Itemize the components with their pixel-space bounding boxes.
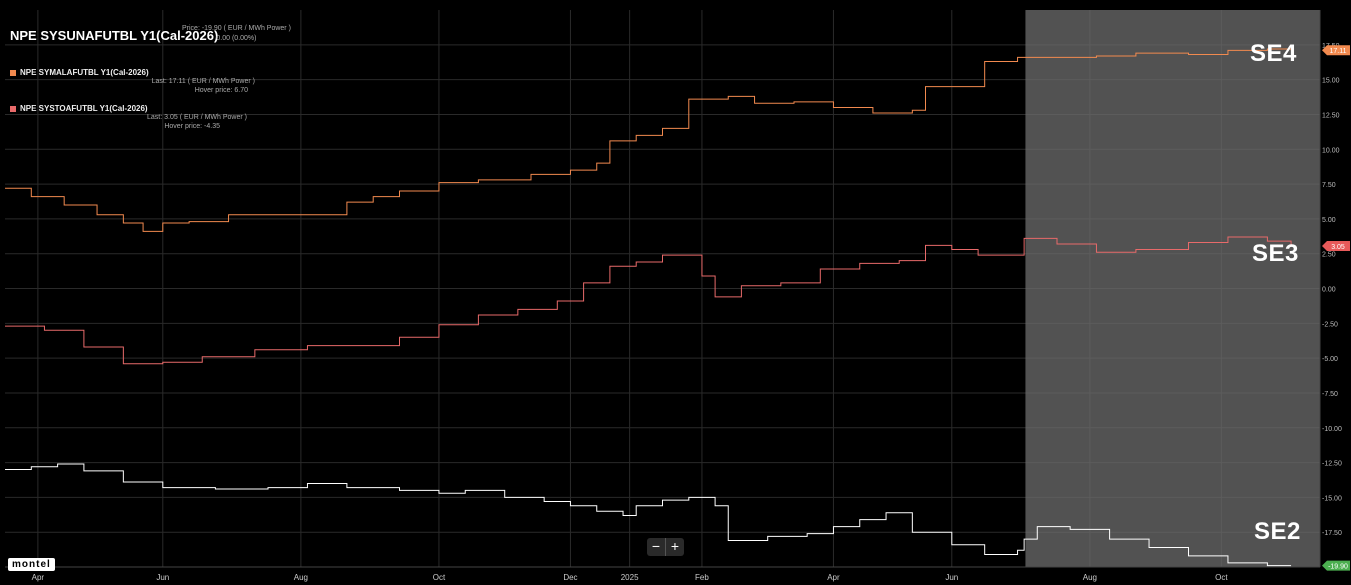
y-tick-label: -2.50 [1322,321,1338,328]
forecast-shaded-region [1025,10,1320,567]
y-tick-label: -7.50 [1322,391,1338,398]
y-tick-label: -5.00 [1322,356,1338,363]
zone-label-se3: SE3 [1252,240,1299,267]
zoom-out-button[interactable]: − [651,538,661,554]
y-tick-label: 15.00 [1322,78,1340,85]
last-badge-shape [1322,241,1350,252]
series-last: Last: 17.11 ( EUR / MWh Power ) [151,78,255,85]
y-tick-label: 12.50 [1322,112,1340,119]
chart-legend: NPE SYSUNAFUTBL Y1(Cal-2026) Price: -19.… [10,25,291,130]
y-tick-label: -15.00 [1322,495,1342,502]
y-tick-label: 7.50 [1322,182,1336,189]
series-last: Last: 3.05 ( EUR / MWh Power ) [147,114,247,121]
last-badge-label: 3.05 [1331,244,1345,251]
change-line: 0.00 (0.00%) [216,35,257,42]
series-swatch [10,69,16,76]
last-badge-label: -19.90 [1328,564,1348,571]
last-price-badges: 17.11 3.05 -19.90 [1322,45,1350,571]
zone-label-se2: SE2 [1254,518,1301,545]
x-tick-label: 2025 [621,573,639,582]
series-hover: Hover price: 6.70 [194,87,248,94]
series-name: NPE SYMALAFUTBL Y1(Cal-2026) [20,68,149,77]
y-tick-label: -17.50 [1322,530,1342,537]
x-tick-label: Jun [945,573,958,582]
series-lines [5,48,1292,567]
x-tick-label: Aug [1083,573,1097,582]
y-tick-label: 0.00 [1322,287,1336,294]
series-line-2 [5,463,1292,567]
price-readout: Price: -19.90 ( EUR / MWh Power ) 0.00 (… [182,24,291,44]
x-tick-label: Oct [433,573,446,582]
x-tick-label: Aug [294,573,308,582]
y-tick-label: -12.50 [1322,461,1342,468]
series-line-1 [5,236,1292,365]
x-tick-label: Oct [1215,573,1228,582]
zone-label-se4: SE4 [1250,40,1297,67]
legend-entry-systoafutbl[interactable]: NPE SYSTOAFUTBL Y1(Cal-2026) Last: 3.05 … [10,104,247,131]
x-tick-label: Feb [695,573,709,582]
last-badge-label: 17.11 [1330,48,1347,55]
x-tick-label: Jun [156,573,169,582]
last-badge-shape [1322,45,1350,56]
x-axis: Apr Jun Aug Oct Dec 2025 Feb Apr Jun Aug Oct [5,566,1320,582]
x-tick-label: Apr [32,573,45,582]
series-name: NPE SYSTOAFUTBL Y1(Cal-2026) [20,104,148,113]
y-tick-label: 2.50 [1322,252,1336,259]
y-tick-label: -10.00 [1322,426,1342,433]
y-tick-label: 5.00 [1322,217,1336,224]
zoom-controls: − + [647,538,684,556]
last-badge-shape [1322,560,1350,571]
series-line-0 [5,48,1292,232]
price-line: Price: -19.90 ( EUR / MWh Power ) [182,25,291,32]
montel-logo: montel [8,558,55,571]
y-axis: 17.5015.0012.5010.007.505.002.500.00-2.5… [1319,10,1342,567]
series-swatch [10,105,16,112]
zoom-separator [665,538,666,556]
legend-entry-symalafutbl[interactable]: NPE SYMALAFUTBL Y1(Cal-2026) Last: 17.11… [10,68,255,95]
x-tick-label: Dec [563,573,577,582]
y-tick-label: 10.00 [1322,147,1340,154]
zoom-in-button[interactable]: + [670,538,680,554]
main-series-title: NPE SYSUNAFUTBL Y1(Cal-2026) [10,28,219,43]
x-tick-label: Apr [827,573,840,582]
series-hover: Hover price: -4.35 [164,123,220,130]
